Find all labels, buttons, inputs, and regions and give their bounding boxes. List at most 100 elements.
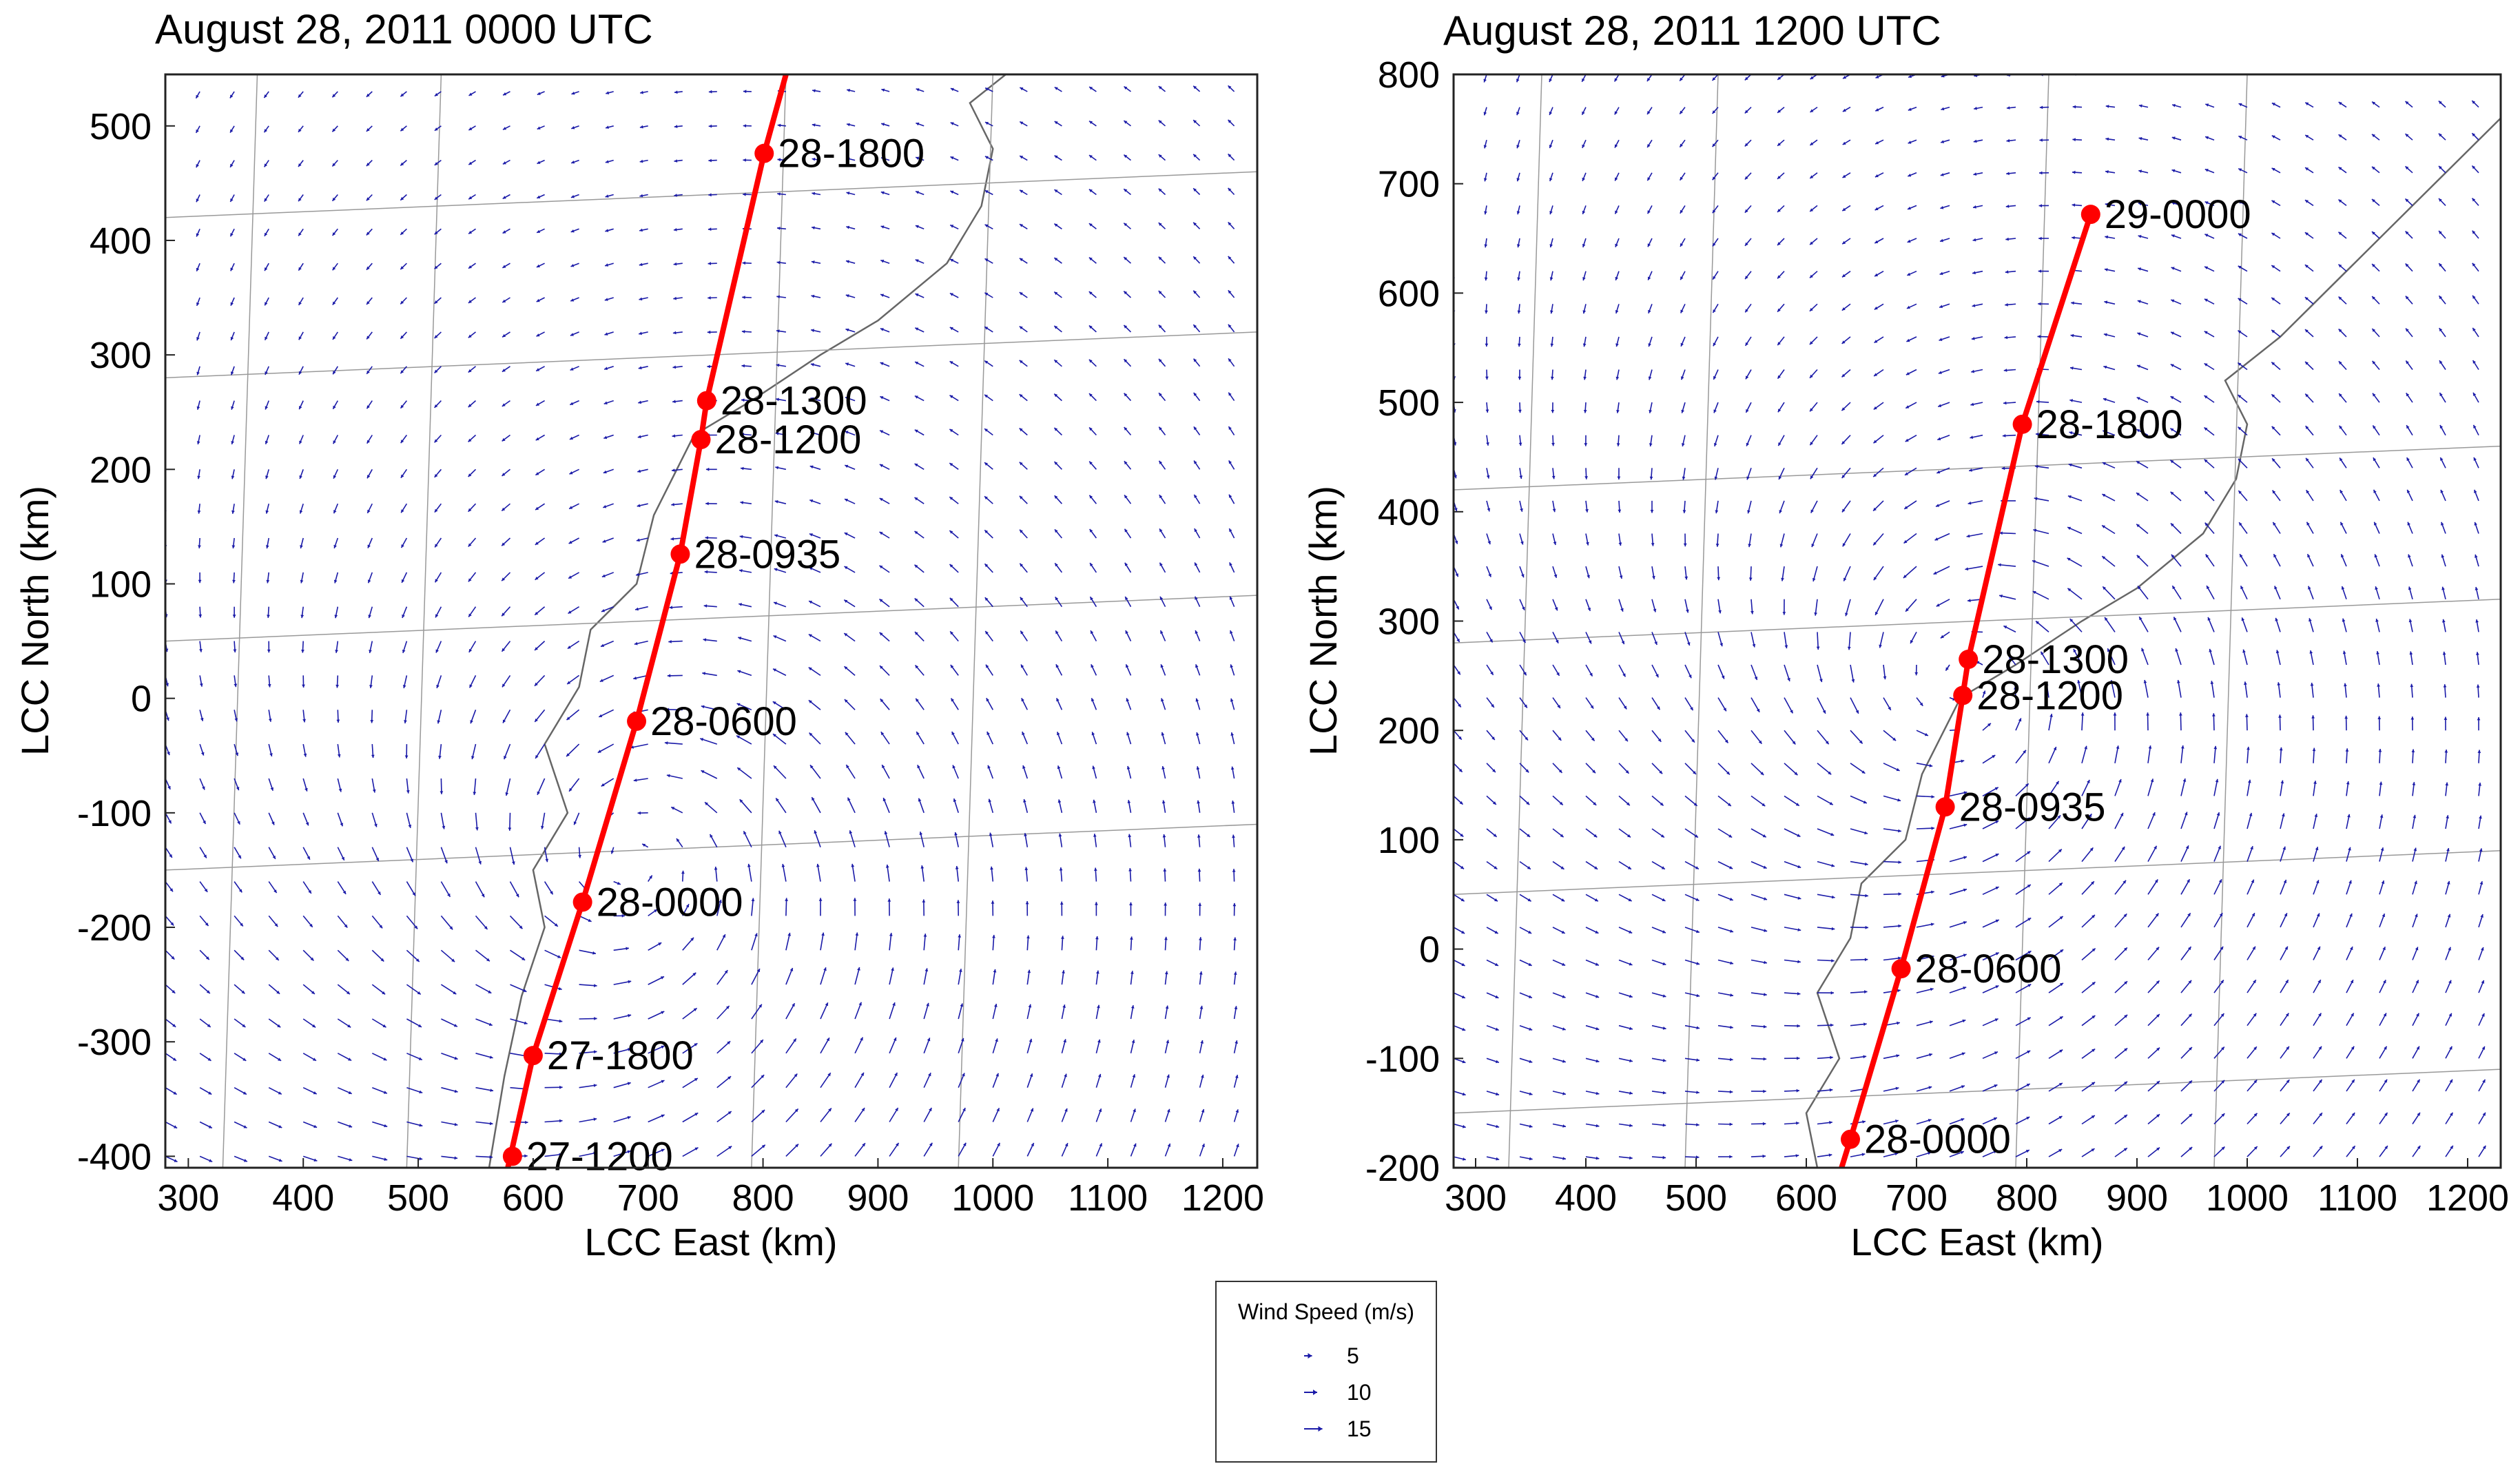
track-point-label: 28-1200 — [714, 417, 861, 462]
wind-vector-head — [468, 543, 472, 547]
wind-vector-head — [673, 296, 677, 300]
wind-vector-head — [1193, 290, 1197, 294]
wind-vector-head — [1460, 833, 1464, 837]
wind-vector-head — [198, 579, 202, 584]
wind-vector-head — [2069, 619, 2074, 622]
wind-vector-head — [761, 1110, 765, 1113]
wind-vector-head — [2072, 170, 2076, 174]
wind-vector-head — [1778, 442, 1781, 446]
wind-vector-head — [434, 335, 438, 338]
wind-vector-head — [2474, 489, 2477, 493]
wind-vector-head — [1158, 324, 1162, 329]
wind-vector-head — [2383, 980, 2386, 984]
wind-vector-head — [1752, 643, 1756, 648]
wind-vector-head — [670, 537, 674, 541]
wind-vector-head — [2338, 296, 2342, 300]
wind-vector-head — [1090, 563, 1093, 567]
wind-vector-head — [2248, 779, 2251, 783]
wind-vector-head — [2027, 1051, 2031, 1054]
wind-vector-head — [454, 1156, 458, 1160]
wind-vector-head — [879, 464, 883, 468]
wind-vector-head — [2342, 618, 2346, 622]
wind-vector-head — [1830, 1055, 1833, 1060]
wind-vector-head — [1682, 510, 1686, 513]
wind-vector-head — [847, 88, 850, 92]
wind-vector-head — [341, 856, 344, 860]
wind-vector-head — [418, 1057, 422, 1060]
wind-vector-head — [984, 429, 988, 432]
wind-vector-head — [2251, 913, 2255, 917]
wind-vector-head — [1936, 604, 1940, 607]
wind-vector-head — [2274, 586, 2278, 590]
wind-vector-head — [1055, 597, 1059, 601]
wind-vector-head — [1133, 1108, 1136, 1113]
wind-vector-head — [1797, 1056, 1800, 1060]
x-tick-label: 400 — [272, 1177, 334, 1219]
wind-vector-head — [332, 267, 336, 271]
wind-vector-head — [1939, 271, 1943, 276]
wind-vector-head — [333, 440, 336, 444]
wind-vector-head — [1647, 144, 1651, 148]
track-point-marker — [1841, 1129, 1860, 1149]
wind-vector-head — [694, 1147, 699, 1151]
wind-vector-head — [1615, 343, 1619, 347]
wind-vector-head — [502, 473, 506, 476]
wind-vector-head — [1228, 119, 1232, 123]
wind-vector-head — [1627, 834, 1631, 838]
wind-vector-head — [1931, 795, 1934, 798]
wind-vector-head — [1660, 834, 1664, 838]
wind-vector-head — [640, 90, 643, 94]
wind-vector-head — [2005, 237, 2009, 241]
wind-vector-head — [570, 333, 574, 336]
wind-vector-head — [1161, 732, 1165, 736]
wind-vector-head — [2238, 298, 2242, 302]
wind-vector-head — [264, 232, 268, 236]
wind-vector-head — [2305, 167, 2309, 171]
wind-vector-head — [984, 394, 989, 398]
wind-vector-head — [419, 1157, 423, 1161]
wind-vector-head — [1680, 77, 1683, 81]
wind-vector-head — [468, 265, 472, 269]
wind-vector-head — [1615, 210, 1618, 214]
wind-vector-head — [1164, 971, 1168, 975]
wind-vector-head — [1662, 962, 1666, 966]
wind-vector-head — [489, 1155, 493, 1159]
wind-vector-head — [962, 1108, 966, 1112]
legend-box — [1215, 1281, 1437, 1463]
wind-vector-head — [366, 301, 370, 305]
wind-vector-head — [1619, 575, 1623, 579]
wind-vector-head — [1228, 290, 1232, 294]
wind-vector-head — [1054, 291, 1058, 296]
wind-vector-head — [1549, 211, 1553, 215]
wind-vector-head — [828, 1143, 832, 1147]
wind-vector-head — [2372, 199, 2375, 203]
wind-vector-head — [2068, 463, 2072, 467]
wind-vector-head — [923, 934, 927, 937]
wind-vector-head — [525, 1120, 528, 1124]
wind-vector-head — [408, 825, 412, 828]
wind-vector-head — [300, 545, 303, 548]
wind-vector-head — [639, 331, 642, 336]
wind-vector-head — [777, 192, 781, 196]
wind-vector-head — [2417, 1079, 2420, 1083]
wind-vector-head — [2339, 425, 2343, 429]
wind-vector-head — [2240, 586, 2244, 590]
wind-vector-head — [772, 701, 776, 705]
wind-vector-head — [235, 752, 239, 756]
wind-vector-head — [2182, 778, 2187, 782]
wind-vector-head — [1027, 969, 1031, 973]
wind-vector-head — [889, 933, 893, 936]
wind-vector-head — [2171, 234, 2175, 238]
wind-vector-head — [366, 336, 370, 340]
wind-vector-head — [880, 732, 885, 736]
wind-vector-head — [2034, 497, 2038, 501]
wind-vector-head — [1903, 539, 1908, 544]
wind-vector-head — [535, 577, 539, 580]
wind-vector-head — [2156, 1014, 2160, 1018]
track-point-label: 28-0600 — [650, 699, 797, 744]
wind-vector-head — [2216, 812, 2220, 816]
wind-vector-head — [2348, 880, 2352, 884]
wind-vector-head — [1864, 831, 1868, 835]
wind-vector-head — [1197, 834, 1201, 838]
